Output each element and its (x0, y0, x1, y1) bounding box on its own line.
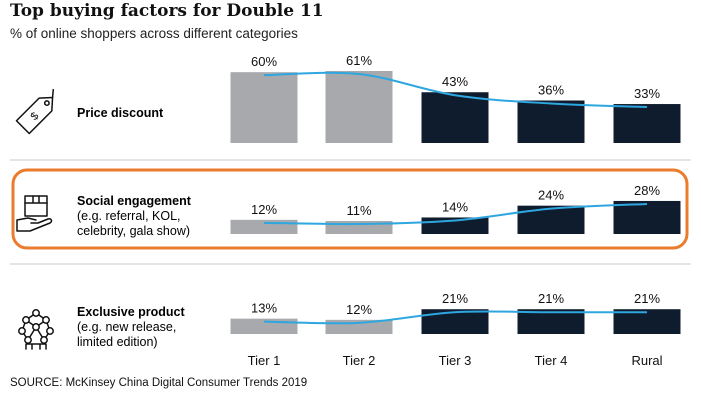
bar (325, 71, 393, 143)
highlight-box-group (11, 168, 689, 250)
value-label: 21% (634, 291, 660, 306)
row-icons: $ (15, 88, 55, 350)
value-label: 24% (538, 188, 564, 203)
row-label: Social engagement (e.g. referral, KOL, cel… (77, 194, 192, 238)
value-label: 43% (442, 74, 468, 89)
bar (421, 92, 489, 143)
value-label: 13% (251, 301, 277, 316)
category-label: Tier 4 (535, 353, 568, 368)
bar (613, 200, 681, 234)
chart-subtitle: % of online shoppers across different ca… (10, 26, 298, 41)
value-label: 21% (538, 291, 564, 306)
value-label: 33% (634, 86, 660, 101)
trend-lines (263, 71, 648, 325)
trend-line (263, 71, 648, 109)
trend-line (263, 310, 648, 325)
bar (613, 309, 681, 334)
category-label: Rural (631, 353, 662, 368)
value-label: 61% (346, 53, 372, 68)
bar (230, 72, 298, 143)
bar (613, 104, 681, 143)
row-labels: Price discount Social engagement (e.g. ref… (77, 106, 192, 349)
social-box-hand-icon (16, 195, 53, 232)
bars (230, 71, 681, 334)
value-label: 28% (634, 183, 660, 198)
price-tag-icon: $ (15, 88, 55, 135)
value-label: 36% (538, 83, 564, 98)
value-label: 14% (442, 199, 468, 214)
category-labels: Tier 1 Tier 2 Tier 3 Tier 4 Rural (248, 353, 663, 368)
bar (517, 309, 585, 334)
bar (230, 219, 298, 234)
category-label: Tier 3 (439, 353, 472, 368)
row-label: Exclusive product (e.g. new release, limit… (77, 305, 186, 349)
chart-title: Top buying factors for Double 11 (10, 1, 324, 21)
value-label: 21% (442, 291, 468, 306)
source-note: SOURCE: McKinsey China Digital Consumer … (10, 377, 308, 389)
svg-text:$: $ (28, 110, 41, 123)
value-label: 60% (251, 54, 277, 69)
bar (517, 100, 585, 143)
category-label: Tier 2 (343, 353, 376, 368)
value-label: 12% (346, 302, 372, 317)
bar (517, 205, 585, 234)
row-label: Price discount (77, 106, 164, 120)
bar (230, 318, 298, 334)
category-label: Tier 1 (248, 353, 281, 368)
row-separators (10, 159, 691, 265)
trend-line (263, 202, 648, 226)
molecule-icon (18, 309, 54, 350)
value-labels: 60% 61% 43% 36% 33% 12% 11% 14% 24% 28% 13% 12% 21% 2… (251, 53, 660, 317)
value-label: 12% (251, 202, 277, 217)
value-label: 11% (346, 203, 371, 218)
highlight-box (11, 168, 689, 250)
